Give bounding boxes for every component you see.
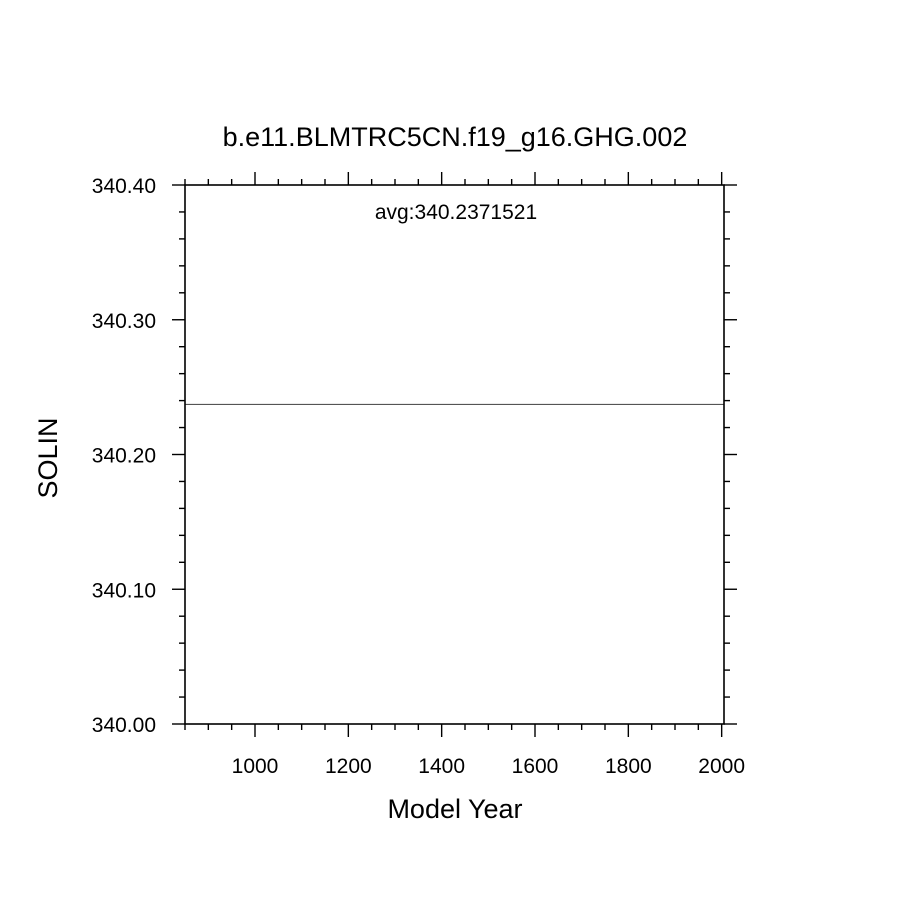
x-tick-label: 1400 (418, 755, 465, 778)
x-tick-label: 1000 (232, 755, 279, 778)
y-tick-label: 340.10 (92, 579, 156, 602)
x-tick-label: 2000 (698, 755, 745, 778)
y-tick-label: 340.40 (92, 175, 156, 198)
plot-frame (184, 184, 725, 725)
y-tick-label: 340.20 (92, 445, 156, 468)
y-tick-label: 340.00 (92, 714, 156, 737)
y-tick-label: 340.30 (92, 310, 156, 333)
x-axis-label: Model Year (387, 794, 522, 824)
tick-layer (172, 172, 737, 737)
y-axis-label: SOLIN (33, 417, 63, 498)
x-tick-label: 1200 (325, 755, 372, 778)
chart-title: b.e11.BLMTRC5CN.f19_g16.GHG.002 (223, 122, 688, 152)
avg-annotation: avg:340.2371521 (375, 201, 537, 224)
x-tick-label: 1800 (605, 755, 652, 778)
tick-label-layer: 1000 1200 1400 1600 1800 2000 340.00 340.10 340.… (92, 175, 745, 778)
x-tick-label: 1600 (512, 755, 559, 778)
